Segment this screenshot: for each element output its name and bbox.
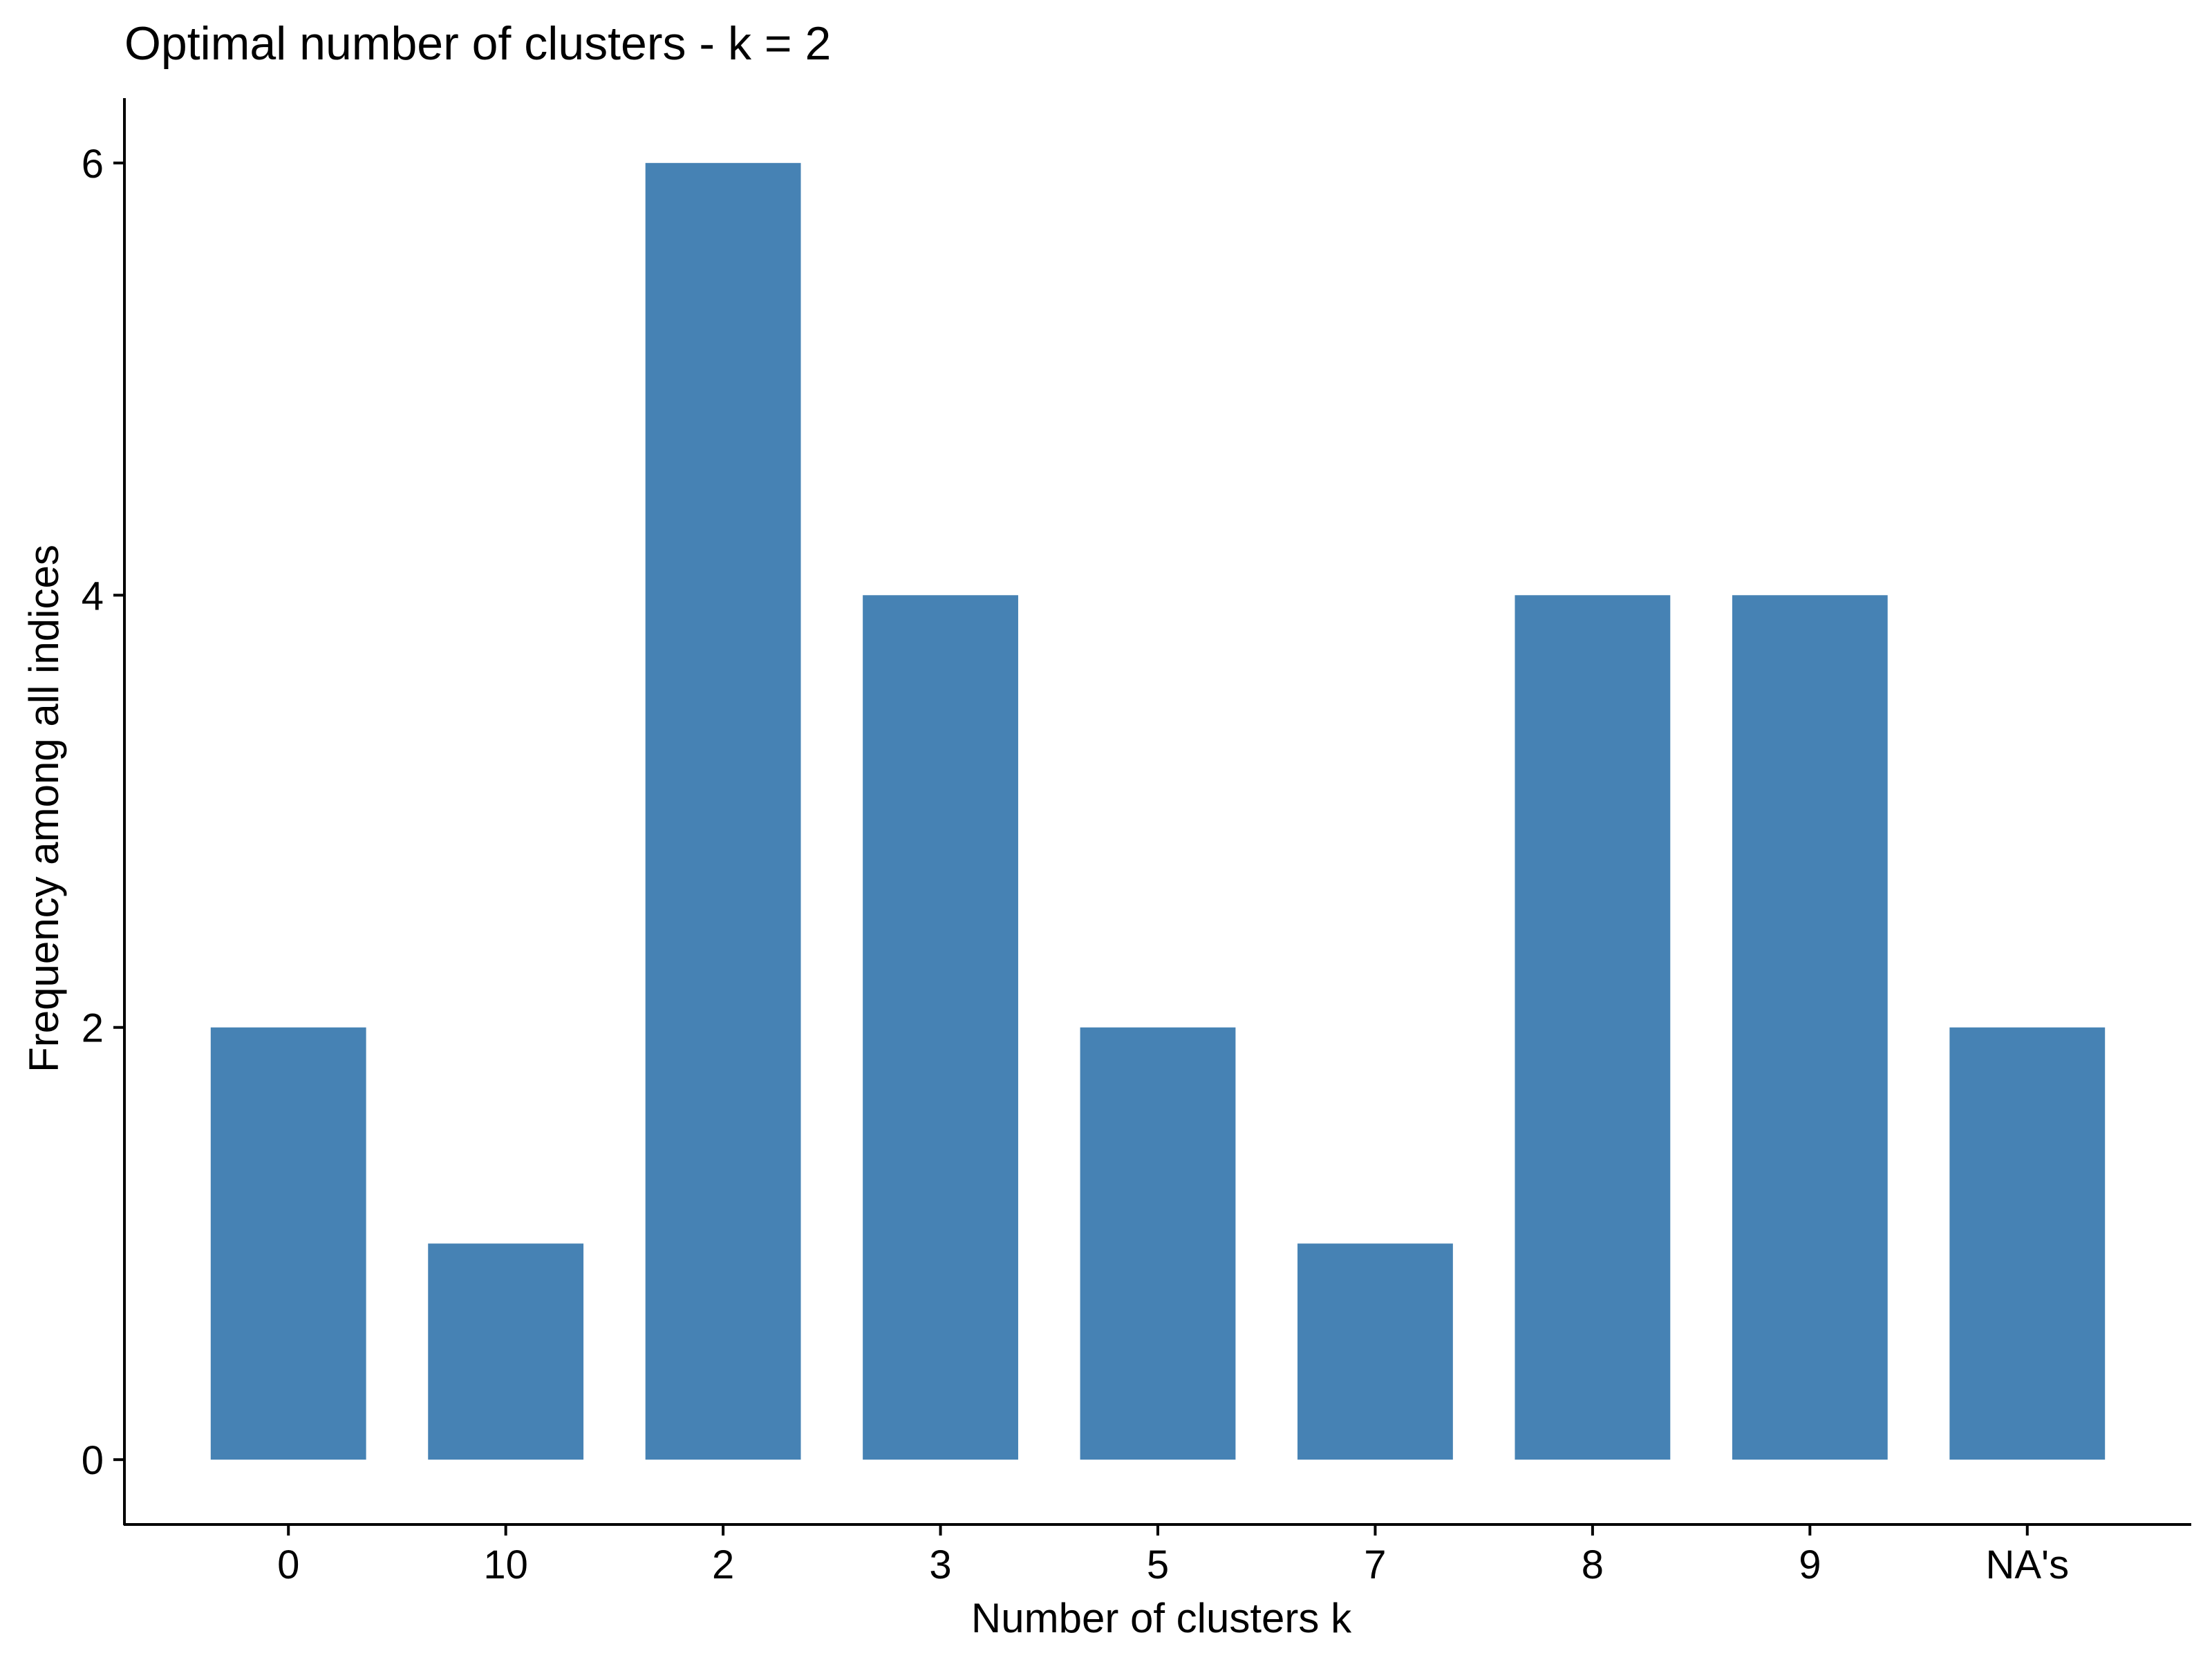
bar-na-s xyxy=(1949,1027,2106,1460)
bar-5 xyxy=(1080,1027,1236,1460)
x-tick-label: 9 xyxy=(1799,1542,1821,1587)
y-axis: 0 2 4 6 xyxy=(82,98,126,1525)
y-tick-label: 6 xyxy=(82,142,104,187)
x-tick-label: 8 xyxy=(1582,1542,1604,1587)
y-axis-label: Frequency among all indices xyxy=(21,545,67,1073)
bar-8 xyxy=(1515,595,1671,1460)
bar-7 xyxy=(1297,1243,1453,1460)
x-tick-label: 10 xyxy=(483,1542,528,1587)
plot-area xyxy=(210,162,2106,1460)
x-tick-label: 7 xyxy=(1364,1542,1386,1587)
y-tick-label: 4 xyxy=(82,574,104,618)
x-axis: 0 10 2 3 5 7 8 9 NA's xyxy=(124,1523,2191,1587)
x-tick-label: 5 xyxy=(1147,1542,1169,1587)
x-tick-label: 0 xyxy=(277,1542,299,1587)
y-tick-label: 2 xyxy=(82,1006,104,1051)
bar-10 xyxy=(428,1243,584,1460)
y-tick-label: 0 xyxy=(82,1438,104,1483)
bar-9 xyxy=(1732,595,1888,1460)
x-tick-label: NA's xyxy=(1985,1542,2069,1587)
bar-2 xyxy=(645,162,801,1460)
x-tick-label: 3 xyxy=(929,1542,951,1587)
x-tick-label: 2 xyxy=(712,1542,734,1587)
bar-0 xyxy=(210,1027,366,1460)
x-axis-label: Number of clusters k xyxy=(971,1595,1352,1641)
bar-3 xyxy=(863,595,1018,1460)
chart-title: Optimal number of clusters - k = 2 xyxy=(124,17,831,70)
